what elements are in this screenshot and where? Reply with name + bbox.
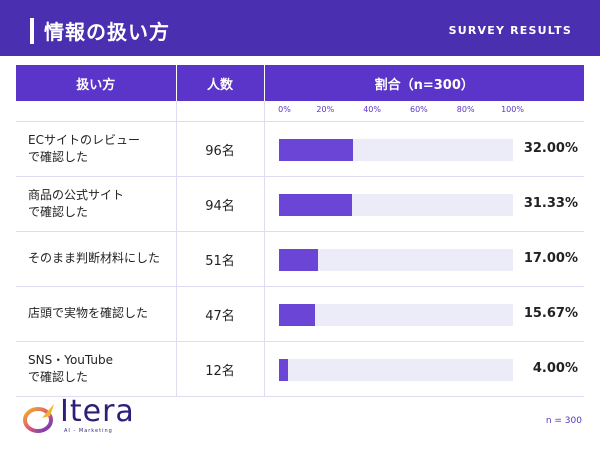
logo-tagline: AI - Marketing [64, 428, 113, 434]
bar-track [278, 139, 513, 161]
table-row: ECサイトのレビュー で確認した 96名 32.00% [16, 121, 584, 177]
method-label: ECサイトのレビュー で確認した [16, 121, 177, 177]
column-header-method: 扱い方 [16, 65, 177, 101]
logo-mark-icon [23, 404, 54, 433]
logo-wordmark: Itera [60, 394, 135, 429]
tick-label: 100% [501, 105, 524, 114]
bar-track [278, 249, 513, 271]
method-label-line: 店頭で実物を確認した [28, 306, 149, 321]
method-label: SNS・YouTube で確認した [16, 341, 177, 397]
method-label-line: で確認した [28, 150, 89, 164]
respondent-count: 96名 [176, 121, 265, 177]
method-label-line: で確認した [28, 370, 89, 384]
bar [278, 249, 319, 271]
bar [278, 194, 352, 216]
method-label-line: そのまま判断材料にした [28, 251, 161, 266]
results-card: 扱い方 人数 割合（n=300） 0% 20% 40% 60% 80% 100% ECサイ… [0, 56, 600, 450]
bar [278, 139, 354, 161]
respondent-count: 12名 [176, 341, 265, 397]
tick-label: 40% [363, 105, 381, 114]
bar [278, 304, 316, 326]
percent-label: 31.33% [523, 196, 578, 211]
tick-label: 80% [456, 105, 475, 114]
scale-row: 0% 20% 40% 60% 80% 100% [16, 101, 584, 122]
percent-scale: 0% 20% 40% 60% 80% 100% [265, 101, 585, 121]
method-label-line: ECサイトのレビュー [28, 132, 140, 147]
method-label-line: 商品の公式サイト [28, 187, 125, 202]
percent-label: 4.00% [532, 361, 578, 376]
bar [278, 359, 288, 381]
page-title: 情報の扱い方 [44, 20, 170, 44]
table-header-row: 扱い方 人数 割合（n=300） [16, 65, 584, 101]
bar-track [278, 304, 513, 326]
scale-cell: 0% 20% 40% 60% 80% 100% [264, 101, 584, 122]
ratio-cell: 32.00% [264, 121, 584, 177]
sample-size-note: n = 300 [545, 416, 582, 426]
tick-label: 60% [410, 105, 428, 114]
table-row: 店頭で実物を確認した 47名 15.67% [16, 286, 584, 342]
percent-label: 17.00% [523, 251, 578, 266]
survey-results-label: SURVEY RESULTS [448, 24, 572, 37]
results-table: 扱い方 人数 割合（n=300） 0% 20% 40% 60% 80% 100% ECサイ… [16, 65, 584, 397]
respondent-count: 51名 [176, 231, 265, 287]
tick-label: 20% [316, 105, 335, 114]
ratio-cell: 15.67% [264, 286, 584, 342]
method-label: 店頭で実物を確認した [16, 286, 177, 342]
respondent-count: 94名 [176, 176, 265, 232]
scale-blank-method [16, 101, 177, 122]
ratio-cell: 31.33% [264, 176, 584, 232]
header-bar: 情報の扱い方 SURVEY RESULTS [0, 0, 600, 60]
table-row: そのまま判断材料にした 51名 17.00% [16, 231, 584, 287]
bar-track [278, 359, 513, 381]
table-row: SNS・YouTube で確認した 12名 4.00% [16, 341, 584, 397]
method-label-line: SNS・YouTube [28, 352, 114, 367]
percent-label: 15.67% [523, 306, 578, 321]
percent-label: 32.00% [523, 141, 578, 156]
method-label-line: で確認した [28, 205, 89, 219]
bar-track [278, 194, 513, 216]
itera-logo: Itera AI - Marketing [20, 394, 150, 440]
method-label: そのまま判断材料にした [16, 231, 177, 287]
column-header-ratio: 割合（n=300） [264, 65, 584, 101]
method-label: 商品の公式サイト で確認した [16, 176, 177, 232]
scale-blank-count [176, 101, 265, 122]
respondent-count: 47名 [176, 286, 265, 342]
column-header-count: 人数 [176, 65, 265, 101]
title-accent [30, 18, 34, 44]
ratio-cell: 17.00% [264, 231, 584, 287]
tick-label: 0% [278, 105, 291, 114]
table-row: 商品の公式サイト で確認した 94名 31.33% [16, 176, 584, 232]
ratio-cell: 4.00% [264, 341, 584, 397]
